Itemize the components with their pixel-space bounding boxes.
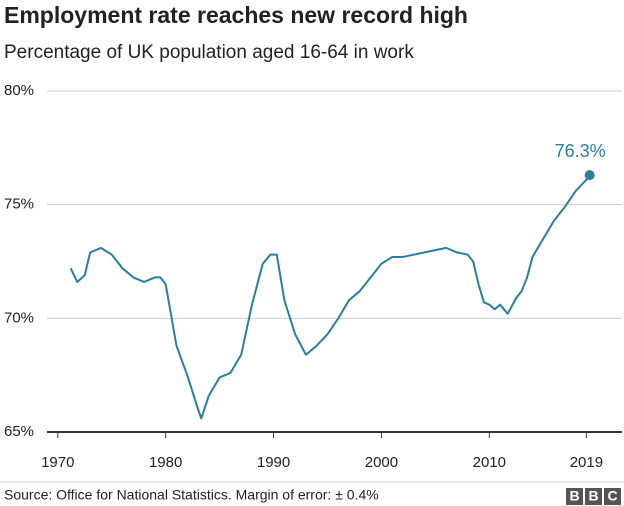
logo-block <box>604 488 621 505</box>
source: Source: Office for National Statistics. … <box>4 487 379 503</box>
logo-letter: C <box>607 488 617 504</box>
logo-block <box>566 488 583 505</box>
logo-block <box>585 488 602 505</box>
logo-letter: B <box>569 488 579 504</box>
x-tick-label: 2000 <box>365 454 398 471</box>
logo-letter: B <box>588 488 598 504</box>
y-tick-label: 80% <box>4 82 34 99</box>
y-tick-label: 65% <box>4 423 34 440</box>
x-tick-label: 2010 <box>473 454 506 471</box>
highlight-point <box>584 170 595 181</box>
y-tick-label: 75% <box>4 196 34 213</box>
y-tick-label: 70% <box>4 309 34 326</box>
chart-title: Employment rate reaches new record high <box>4 2 468 28</box>
data-label: 76.3% <box>555 141 606 161</box>
line <box>69 174 591 420</box>
x-tick-label: 1980 <box>149 454 182 471</box>
x-tick-label: 1990 <box>257 454 290 471</box>
x-tick-label: 1970 <box>41 454 74 471</box>
chart-subtitle: Percentage of UK population aged 16-64 i… <box>4 42 414 63</box>
x-tick-label: 2019 <box>570 454 603 471</box>
